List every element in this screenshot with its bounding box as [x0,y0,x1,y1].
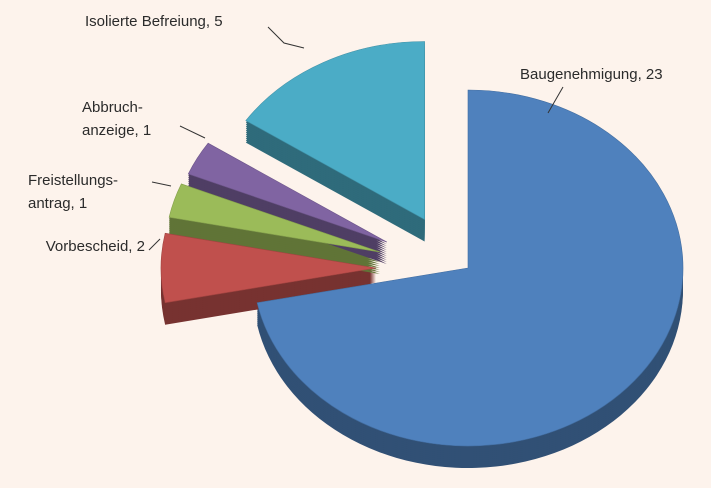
slice [245,41,425,221]
leader-line [151,181,172,187]
slice [256,89,684,447]
data-label: Vorbescheid, 2 [46,238,145,255]
slice [168,183,381,253]
slice [187,142,388,243]
labels: Baugenehmigung, 23 Vorbescheid, 2 Freistel… [28,13,663,255]
data-label: anzeige, 1 [82,122,151,139]
data-label: Isolierte Befreiung, 5 [85,13,223,30]
data-label: Baugenehmigung, 23 [520,66,663,83]
leader-line [547,86,564,114]
slice [160,232,377,304]
pie [160,41,684,468]
data-label: Abbruch- [82,99,143,116]
leader-line [148,238,161,251]
leader-line [267,26,305,49]
data-label: antrag, 1 [28,195,87,212]
leader-line [179,125,206,139]
data-label: Freistellungs- [28,172,118,189]
